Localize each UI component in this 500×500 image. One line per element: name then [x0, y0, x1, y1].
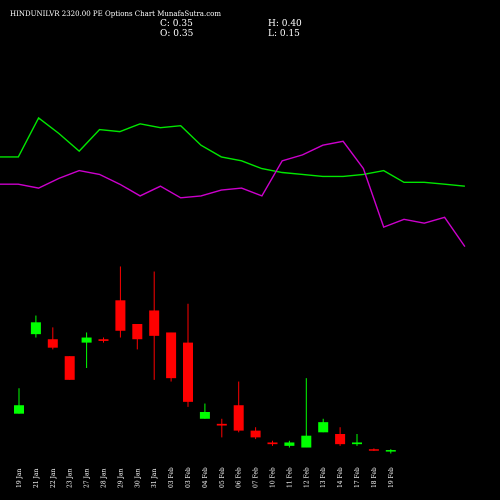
- x-axis-ticks: 19 Jan 21 Jan 22 Jan 23 Jan 27 Jan 28 Jan 29 J…: [16, 467, 395, 488]
- x-tick-label: 12 Feb: [303, 467, 310, 488]
- candle: [115, 266, 126, 338]
- candle-body: [115, 300, 126, 331]
- x-tick-label: 05 Feb: [219, 467, 226, 488]
- x-tick-label: 03 Feb: [185, 467, 192, 488]
- low-stat: L: 0.15: [268, 29, 300, 39]
- candle-body: [30, 322, 41, 335]
- candle-body: [199, 412, 210, 419]
- chart-title: HINDUNILVR 2320.00 PE Options Chart Muna…: [10, 10, 221, 18]
- x-tick-label: 28 Jan: [101, 468, 108, 488]
- x-tick-label: 19 Feb: [388, 467, 395, 488]
- candle: [335, 427, 346, 446]
- x-tick-label: 23 Jan: [67, 468, 74, 488]
- candle-body: [64, 356, 75, 380]
- candle: [183, 303, 193, 407]
- high-stat: H: 0.40: [268, 19, 302, 29]
- x-tick-label: 31 Jan: [151, 468, 158, 488]
- candle: [166, 332, 177, 382]
- candle: [149, 271, 160, 380]
- candle: [301, 378, 312, 448]
- candle-body: [166, 332, 177, 379]
- candle: [284, 440, 295, 448]
- candle: [368, 448, 379, 451]
- x-tick-label: 03 Feb: [168, 467, 175, 488]
- x-tick-label: 07 Feb: [253, 467, 260, 488]
- indicator-green-line: [0, 116, 465, 187]
- candle: [64, 356, 75, 380]
- candle-body: [132, 324, 143, 340]
- x-tick-label: 13 Feb: [320, 467, 327, 488]
- indicator-magenta-line: [0, 140, 466, 247]
- x-tick-label: 14 Feb: [337, 467, 344, 488]
- x-tick-label: 11 Feb: [286, 467, 293, 488]
- indicator-layer: [0, 116, 466, 247]
- candle-body: [149, 310, 160, 336]
- x-tick-label: 17 Feb: [354, 467, 361, 488]
- candle: [216, 418, 227, 438]
- open-stat: O: 0.35: [160, 29, 194, 39]
- x-tick-label: 19 Jan: [16, 468, 23, 488]
- candle-body: [267, 442, 278, 445]
- candle: [267, 440, 278, 446]
- candle-body: [284, 442, 295, 446]
- x-tick-label: 06 Feb: [236, 467, 243, 488]
- candle: [132, 324, 143, 350]
- candle: [250, 427, 261, 440]
- candle: [30, 315, 41, 338]
- x-tick-label: 10 Feb: [270, 467, 277, 488]
- candle: [47, 327, 58, 350]
- candle: [14, 388, 24, 414]
- x-tick-label: 18 Feb: [371, 467, 378, 488]
- x-tick-label: 27 Jan: [84, 468, 91, 488]
- candle-body: [385, 450, 396, 452]
- candle: [81, 332, 92, 368]
- candle-body: [216, 423, 227, 426]
- x-tick-label: 04 Feb: [202, 467, 209, 488]
- candle-body: [233, 405, 244, 431]
- candles-layer: [14, 266, 396, 454]
- x-tick-label: 22 Jan: [50, 468, 57, 488]
- candle: [385, 449, 396, 454]
- candle-body: [47, 339, 58, 348]
- candle-body: [368, 449, 379, 451]
- candle-body: [183, 342, 193, 402]
- x-tick-label: 30 Jan: [134, 468, 141, 488]
- candle-body: [98, 339, 109, 341]
- candle: [233, 381, 244, 433]
- candle-body: [14, 405, 24, 414]
- candle: [199, 403, 210, 419]
- candle: [352, 434, 362, 446]
- candle-body: [335, 434, 346, 445]
- x-tick-label: 29 Jan: [117, 468, 124, 488]
- candle-body: [352, 442, 362, 445]
- close-stat: C: 0.35: [160, 19, 193, 29]
- candle: [98, 337, 109, 343]
- candle-body: [250, 430, 261, 438]
- candle-body: [301, 435, 312, 448]
- x-tick-label: 21 Jan: [33, 468, 40, 488]
- candle-body: [81, 337, 92, 343]
- candle: [318, 418, 329, 433]
- candle-body: [318, 422, 329, 433]
